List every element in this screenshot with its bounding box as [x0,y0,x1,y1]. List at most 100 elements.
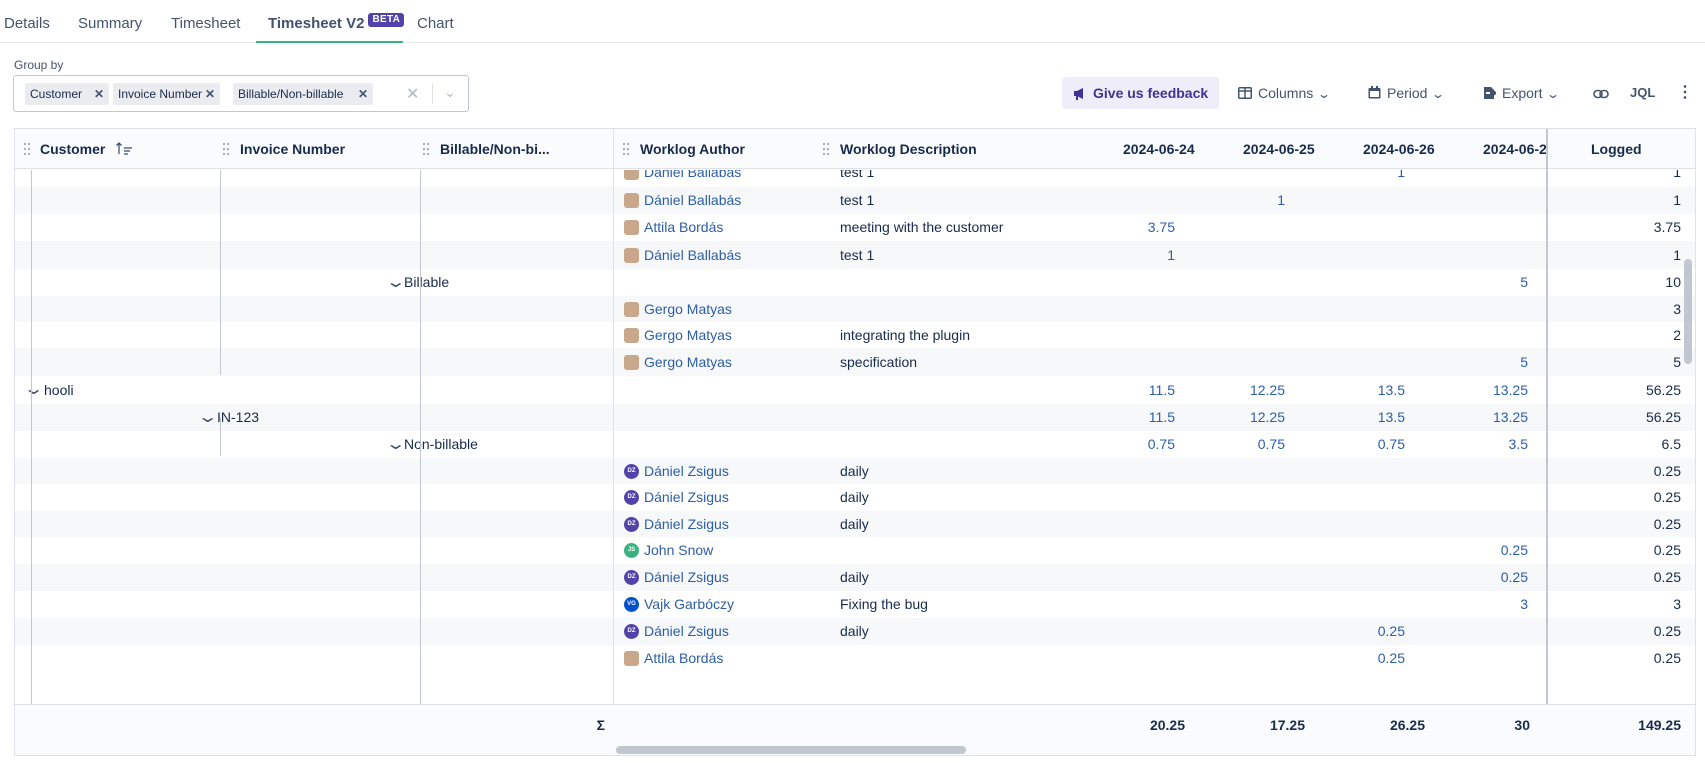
drag-handle-icon[interactable] [423,143,430,155]
groupby-label: Group by [14,58,64,72]
hours-cell-date-4[interactable]: 5 [1520,354,1528,370]
worklog-author-link[interactable]: Gergo Matyas [644,301,732,317]
chevron-down-icon[interactable]: ⌄ [384,436,407,453]
hours-cell-date-2[interactable]: 12.25 [1249,409,1285,425]
group-row[interactable]: ⌄ Billable 5 10 [15,269,1695,296]
hours-cell-date-3[interactable]: 0.25 [1377,650,1405,666]
remove-chip-icon[interactable]: ✕ [357,87,368,101]
more-menu-icon[interactable]: ⋮ [1677,84,1693,101]
hours-cell-date-4[interactable]: 3.5 [1508,436,1528,452]
hours-cell-date-1[interactable]: 1 [1167,247,1175,263]
hours-cell-date-3[interactable]: 13.5 [1377,382,1405,398]
table-row[interactable]: DZ Dániel Zsigus daily 0.25 0.25 [15,564,1695,591]
drag-handle-icon[interactable] [223,143,230,155]
column-header-invoice[interactable]: Invoice Number [240,141,346,157]
worklog-author-link[interactable]: Dániel Zsigus [644,463,729,479]
hours-cell-date-2[interactable]: 12.25 [1249,382,1285,398]
tab-details[interactable]: Details [4,0,50,43]
column-header-logged[interactable]: Logged [1591,141,1642,157]
period-button[interactable]: Period ⌄ [1368,77,1446,109]
logged-total: 0.25 [1653,489,1681,505]
group-row[interactable]: ⌄ IN-123 11.5 12.25 13.5 13.25 56.25 [15,404,1695,431]
hours-cell-date-3[interactable]: 1 [1397,170,1405,180]
table-row[interactable]: Attila Bordás meeting with the customer 3.… [15,214,1695,241]
worklog-author-link[interactable]: Attila Bordás [644,219,724,235]
hours-cell-date-3[interactable]: 13.5 [1377,409,1405,425]
table-row[interactable]: Dániel Ballabás test 1 1 1 [15,241,1695,269]
worklog-author-link[interactable]: Dániel Zsigus [644,623,729,639]
megaphone-icon [1074,88,1083,100]
table-row[interactable]: Gergo Matyas integrating the plugin 2 [15,322,1695,348]
horizontal-scrollbar[interactable] [616,746,966,754]
sort-ascending-icon[interactable] [116,142,133,155]
tab-timesheet[interactable]: Timesheet [171,0,240,43]
worklog-author-link[interactable]: Gergo Matyas [644,354,732,370]
chevron-down-icon[interactable]: ⌄ [196,409,219,426]
hours-cell-date-4[interactable]: 0.25 [1500,569,1528,585]
group-row[interactable]: ⌄ Non-billable 0.75 0.75 0.75 3.5 6.5 [15,431,1695,458]
table-row[interactable]: DZ Dániel Zsigus daily 0.25 0.25 [15,618,1695,645]
column-header-date-2[interactable]: 2024-06-25 [1243,141,1315,157]
table-row[interactable]: VG Vajk Garbóczy Fixing the bug 3 3 [15,591,1695,618]
chevron-down-icon[interactable]: ⌄ [384,274,407,291]
worklog-author-link[interactable]: Dániel Ballabás [644,192,742,208]
table-row[interactable]: DZ Dániel Zsigus daily 0.25 [15,484,1695,511]
remove-chip-icon[interactable]: ✕ [93,87,104,101]
hours-cell-date-1[interactable]: 11.5 [1148,409,1175,425]
column-header-customer[interactable]: Customer [40,129,133,169]
table-row[interactable]: Dániel Ballabás test 1 1 1 [15,187,1695,214]
table-row[interactable]: Attila Bordás 0.25 0.25 [15,645,1695,672]
worklog-author-link[interactable]: Vajk Garbóczy [644,596,734,612]
worklog-author-link[interactable]: Dániel Ballabás [644,170,742,180]
worklog-author-link[interactable]: Dániel Ballabás [644,247,742,263]
hours-cell-date-4[interactable]: 0.25 [1500,542,1528,558]
hours-cell-date-1[interactable]: 3.75 [1147,219,1175,235]
table-row[interactable]: Dániel Ballabás test 1 1 1 [15,170,1695,183]
hours-cell-date-1[interactable]: 0.75 [1147,436,1175,452]
vertical-scrollbar[interactable] [1684,259,1692,364]
columns-button[interactable]: Columns ⌄ [1238,77,1331,109]
worklog-author-link[interactable]: Attila Bordás [644,650,724,666]
worklog-author-link[interactable]: Dániel Zsigus [644,489,729,505]
clear-icon[interactable]: ✕ [406,86,420,103]
column-header-description[interactable]: Worklog Description [840,141,977,157]
hours-cell-date-4[interactable]: 3 [1520,596,1528,612]
remove-chip-icon[interactable]: ✕ [204,87,215,101]
jql-button[interactable]: JQL [1630,77,1655,109]
hours-cell-date-4[interactable]: 13.25 [1492,382,1528,398]
group-row[interactable]: ⌄ hooli 11.5 12.25 13.5 13.25 56.25 [15,376,1695,404]
tab-summary[interactable]: Summary [78,0,142,43]
column-header-author[interactable]: Worklog Author [640,141,745,157]
hours-cell-date-4[interactable]: 5 [1520,274,1528,290]
worklog-author-link[interactable]: Dániel Zsigus [644,516,729,532]
column-header-date-3[interactable]: 2024-06-26 [1363,141,1435,157]
hours-cell-date-3[interactable]: 0.25 [1377,623,1405,639]
link-button[interactable] [1593,77,1609,109]
export-button[interactable]: Export ⌄ [1483,77,1561,109]
drag-handle-icon[interactable] [623,143,630,155]
column-header-date-4[interactable]: 2024-06-2 [1483,141,1547,157]
drag-handle-icon[interactable] [24,143,31,155]
hours-cell-date-3[interactable]: 0.75 [1377,436,1405,452]
tab-chart[interactable]: Chart [417,0,454,43]
tab-timesheet-v2[interactable]: Timesheet V2 BETA [256,0,405,43]
give-feedback-button[interactable]: Give us feedback [1062,77,1219,109]
hours-cell-date-2[interactable]: 1 [1277,192,1285,208]
chevron-down-icon[interactable]: ⌄ [22,381,45,398]
table-row[interactable]: DZ Dániel Zsigus daily 0.25 [15,511,1695,537]
hours-cell-date-1[interactable]: 11.5 [1148,382,1175,398]
hours-cell-date-4[interactable]: 13.25 [1492,409,1528,425]
drag-handle-icon[interactable] [823,143,830,155]
chevron-down-icon[interactable]: ⌄ [444,84,456,100]
worklog-author-link[interactable]: John Snow [644,542,714,558]
hours-cell-date-2[interactable]: 0.75 [1257,436,1285,452]
column-header-date-1[interactable]: 2024-06-24 [1123,141,1195,157]
column-header-billable[interactable]: Billable/Non-bi... [440,141,550,157]
table-row[interactable]: JS John Snow 0.25 0.25 [15,537,1695,564]
worklog-author-link[interactable]: Dániel Zsigus [644,569,729,585]
worklog-author-link[interactable]: Gergo Matyas [644,327,732,343]
table-row[interactable]: Gergo Matyas 3 [15,296,1695,322]
table-row[interactable]: Gergo Matyas specification 5 5 [15,348,1695,376]
table-row[interactable]: DZ Dániel Zsigus daily 0.25 [15,458,1695,484]
groupby-select[interactable]: Customer ✕ Invoice Number ✕ Billable/Non-b… [13,75,469,112]
